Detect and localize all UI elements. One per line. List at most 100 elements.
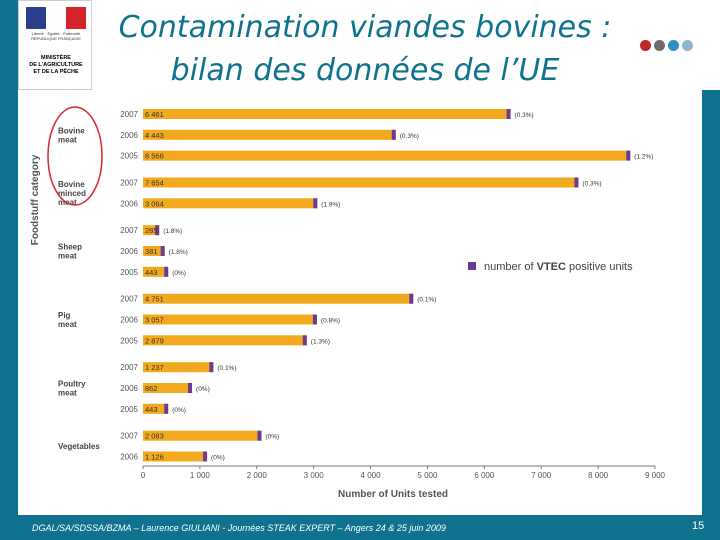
pct-label: (1.8%)	[163, 228, 182, 235]
positive-segment	[203, 451, 208, 462]
y-axis-title: Foodstuff category	[30, 154, 41, 245]
category-label: Bovine	[58, 126, 85, 135]
pct-label: (1.3%)	[311, 338, 330, 345]
bar	[143, 198, 318, 209]
pct-label: (0.8%)	[321, 318, 340, 325]
ministry-logo: Liberté · Égalité · Fraternité RÉPUBLIQU…	[18, 0, 92, 90]
pct-label: (1.9%)	[321, 201, 340, 208]
pct-label: (1.2%)	[634, 154, 653, 161]
category-label: Poultry	[58, 380, 86, 389]
year-label: 2007	[120, 295, 138, 304]
flag-emblem	[26, 7, 86, 29]
category-label: meat	[58, 389, 77, 398]
positive-segment	[313, 198, 318, 209]
x-tick-label: 4 000	[361, 471, 382, 480]
year-label: 2007	[120, 432, 138, 441]
bar	[143, 430, 262, 441]
value-label: 4 751	[145, 295, 164, 304]
value-label: 2 879	[145, 336, 164, 345]
positive-segment	[302, 335, 307, 346]
category-label: Sheep	[58, 243, 82, 252]
footer-text: DGAL/SA/SDSSA/BZMA – Laurence GIULIANI -…	[32, 523, 446, 533]
pct-label: (0%)	[172, 407, 186, 414]
value-label: 8 566	[145, 152, 164, 161]
positive-segment	[257, 430, 262, 441]
value-label: 381	[145, 247, 158, 256]
dot	[640, 40, 651, 51]
positive-segment	[188, 383, 193, 393]
bar	[143, 246, 165, 256]
bar	[143, 383, 193, 393]
pct-label: (0.3%)	[515, 112, 534, 119]
dot	[668, 40, 679, 51]
year-label: 2007	[120, 110, 138, 119]
value-label: 1 237	[145, 363, 164, 372]
bar	[143, 129, 396, 140]
right-band	[702, 90, 720, 540]
positive-segment	[391, 129, 396, 140]
positive-segment	[209, 362, 214, 373]
bar	[143, 451, 208, 462]
value-label: 3 064	[145, 199, 164, 208]
pct-label: (0%)	[196, 386, 210, 393]
year-label: 2005	[120, 268, 138, 277]
positive-segment	[409, 293, 414, 304]
left-band	[0, 0, 18, 540]
dot	[654, 40, 665, 51]
pct-label: (0.1%)	[417, 297, 436, 304]
bar	[143, 225, 160, 236]
positive-segment	[574, 177, 579, 188]
category-label: meat	[58, 135, 77, 144]
x-tick-label: 0	[141, 471, 146, 480]
bar	[143, 403, 169, 414]
year-label: 2007	[120, 179, 138, 188]
bar	[143, 266, 169, 277]
value-label: 4 443	[145, 131, 164, 140]
legend-label: number of VTEC positive units	[484, 261, 633, 273]
pct-label: (0.3%)	[400, 133, 419, 140]
year-label: 2006	[120, 316, 138, 325]
category-label: Pig	[58, 311, 71, 320]
chart-panel: 2007 6 461 (0.3%) 2006 4 443 (0.3%) 2005 8 566 (…	[18, 90, 702, 515]
bar	[143, 335, 307, 346]
pct-label: (0.1%)	[217, 365, 236, 372]
bar	[143, 293, 414, 304]
legend-swatch	[468, 262, 476, 270]
value-label: 2 083	[145, 432, 164, 441]
pct-label: (1.8%)	[169, 249, 188, 256]
bar	[143, 314, 317, 325]
x-tick-label: 5 000	[417, 471, 438, 480]
pct-label: (0.3%)	[582, 181, 601, 188]
value-label: 6 461	[145, 110, 164, 119]
highlight-ellipse	[47, 106, 103, 206]
x-axis-title: Number of Units tested	[338, 489, 448, 500]
bar	[143, 362, 214, 373]
year-label: 2005	[120, 336, 138, 345]
x-tick-label: 3 000	[304, 471, 325, 480]
x-tick-label: 2 000	[247, 471, 268, 480]
positive-segment	[312, 314, 317, 325]
category-label: minced	[58, 189, 86, 198]
value-label: 7 654	[145, 179, 164, 188]
bar-chart: 2007 6 461 (0.3%) 2006 4 443 (0.3%) 2005 8 566 (…	[30, 106, 666, 500]
dot	[682, 40, 693, 51]
x-tick-label: 1 000	[190, 471, 211, 480]
x-tick-label: 8 000	[588, 471, 609, 480]
value-label: 862	[145, 384, 158, 393]
year-label: 2005	[120, 405, 138, 414]
value-label: 1 126	[145, 453, 164, 462]
positive-segment	[160, 246, 165, 256]
bar	[143, 177, 579, 188]
category-label: Vegetables	[58, 442, 100, 451]
value-label: 3 057	[145, 316, 164, 325]
bar	[143, 150, 631, 161]
year-label: 2006	[120, 453, 138, 462]
year-label: 2006	[120, 247, 138, 256]
slide-title: Contamination viandes bovines : bilan de…	[118, 10, 612, 88]
year-label: 2006	[120, 384, 138, 393]
year-label: 2007	[120, 363, 138, 372]
value-label: 443	[145, 268, 158, 277]
year-label: 2006	[120, 131, 138, 140]
logo-ministry-name: MINISTÈRE DE L'AGRICULTURE ET DE LA PÊCH…	[29, 55, 83, 75]
category-label: meat	[58, 320, 77, 329]
